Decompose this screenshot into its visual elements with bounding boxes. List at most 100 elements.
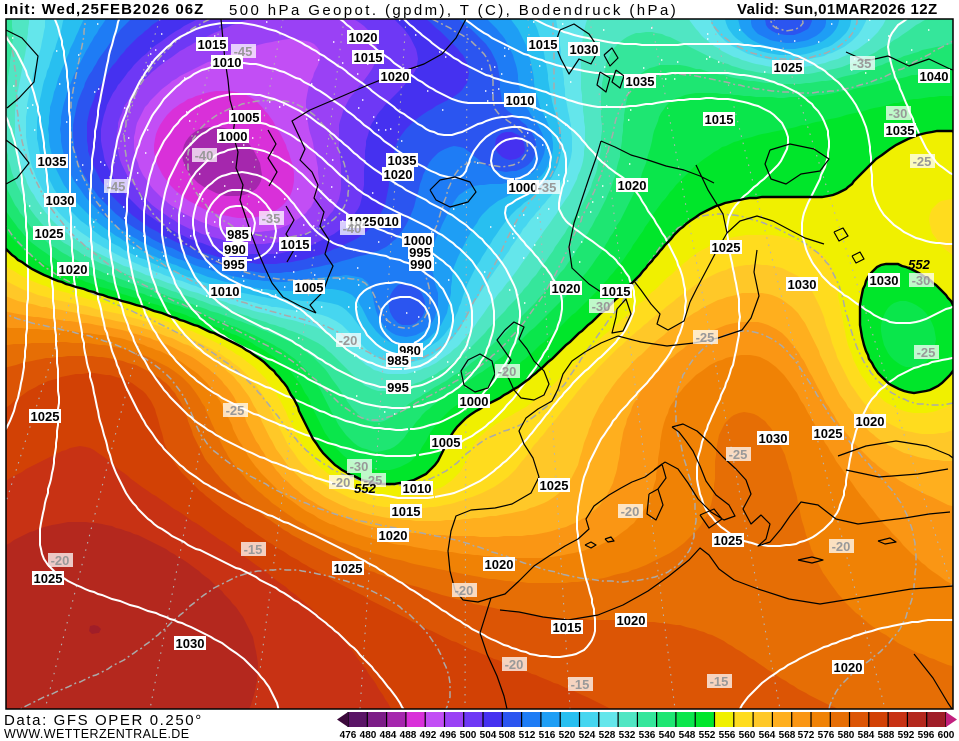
svg-text:480: 480 [360, 730, 377, 741]
svg-text:1030: 1030 [570, 42, 599, 57]
svg-text:1020: 1020 [384, 167, 413, 182]
svg-text:500 hPa Geopot. (gpdm), T (C),: 500 hPa Geopot. (gpdm), T (C), Bodendruc… [229, 2, 678, 19]
svg-text:-20: -20 [332, 475, 351, 490]
svg-text:1015: 1015 [281, 237, 310, 252]
svg-text:1030: 1030 [788, 277, 817, 292]
svg-text:010: 010 [377, 214, 399, 229]
svg-text:1020: 1020 [485, 557, 514, 572]
svg-text:1010: 1010 [403, 481, 432, 496]
svg-text:1015: 1015 [553, 620, 582, 635]
svg-text:576: 576 [818, 730, 835, 741]
svg-text:-20: -20 [498, 364, 517, 379]
svg-text:580: 580 [838, 730, 855, 741]
svg-text:1035: 1035 [626, 74, 655, 89]
svg-text:1035: 1035 [886, 123, 915, 138]
svg-text:990: 990 [224, 242, 246, 257]
svg-text:1025: 1025 [774, 60, 803, 75]
svg-text:995: 995 [387, 380, 409, 395]
svg-text:1030: 1030 [176, 636, 205, 651]
svg-text:-30: -30 [912, 273, 931, 288]
svg-text:540: 540 [659, 730, 676, 741]
svg-text:-20: -20 [51, 553, 70, 568]
svg-text:552: 552 [354, 481, 376, 496]
svg-text:-20: -20 [455, 583, 474, 598]
svg-text:1020: 1020 [379, 528, 408, 543]
svg-text:-20: -20 [339, 333, 358, 348]
svg-text:1025: 1025 [35, 226, 64, 241]
svg-text:-25: -25 [729, 447, 748, 462]
svg-text:-15: -15 [571, 677, 590, 692]
svg-text:548: 548 [679, 730, 696, 741]
svg-text:1020: 1020 [552, 281, 581, 296]
svg-text:1005: 1005 [432, 435, 461, 450]
svg-text:-15: -15 [710, 674, 729, 689]
svg-text:1015: 1015 [198, 37, 227, 52]
svg-text:-35: -35 [538, 180, 557, 195]
svg-text:552: 552 [699, 730, 716, 741]
svg-text:1020: 1020 [381, 69, 410, 84]
svg-text:488: 488 [400, 730, 417, 741]
svg-text:588: 588 [878, 730, 895, 741]
svg-text:1035: 1035 [388, 153, 417, 168]
svg-text:1025: 1025 [334, 561, 363, 576]
svg-text:1015: 1015 [529, 37, 558, 52]
svg-text:512: 512 [519, 730, 536, 741]
svg-text:528: 528 [599, 730, 616, 741]
svg-text:1020: 1020 [349, 30, 378, 45]
svg-text:Data: GFS OPER 0.250°: Data: GFS OPER 0.250° [4, 712, 203, 729]
svg-text:484: 484 [380, 730, 397, 741]
svg-text:1010: 1010 [211, 284, 240, 299]
svg-text:552: 552 [908, 257, 930, 272]
svg-text:536: 536 [639, 730, 656, 741]
svg-text:-30: -30 [592, 299, 611, 314]
svg-text:476: 476 [340, 730, 357, 741]
svg-text:524: 524 [579, 730, 596, 741]
svg-text:1030: 1030 [870, 273, 899, 288]
svg-text:600: 600 [938, 730, 955, 741]
svg-text:-30: -30 [889, 106, 908, 121]
svg-text:-30: -30 [350, 459, 369, 474]
svg-text:592: 592 [898, 730, 915, 741]
svg-text:-20: -20 [832, 539, 851, 554]
svg-text:-35: -35 [262, 211, 281, 226]
svg-text:1030: 1030 [46, 193, 75, 208]
svg-text:-35: -35 [853, 56, 872, 71]
svg-text:1025: 1025 [31, 409, 60, 424]
svg-text:1025: 1025 [814, 426, 843, 441]
svg-text:-25: -25 [913, 154, 932, 169]
svg-text:1000: 1000 [460, 394, 489, 409]
svg-text:568: 568 [779, 730, 796, 741]
svg-text:1040: 1040 [920, 69, 949, 84]
svg-text:995: 995 [223, 257, 245, 272]
svg-text:985: 985 [387, 353, 409, 368]
svg-text:-25: -25 [364, 473, 383, 488]
svg-text:1020: 1020 [617, 613, 646, 628]
svg-text:584: 584 [858, 730, 875, 741]
svg-text:560: 560 [739, 730, 756, 741]
svg-text:516: 516 [539, 730, 556, 741]
svg-text:-15: -15 [244, 542, 263, 557]
svg-text:1000: 1000 [509, 180, 538, 195]
svg-text:-25: -25 [696, 330, 715, 345]
svg-text:-20: -20 [505, 657, 524, 672]
svg-text:1025: 1025 [34, 571, 63, 586]
svg-text:-25: -25 [917, 345, 936, 360]
svg-text:1020: 1020 [834, 660, 863, 675]
svg-text:WWW.WETTERZENTRALE.DE: WWW.WETTERZENTRALE.DE [4, 727, 189, 741]
svg-text:990: 990 [410, 257, 432, 272]
svg-text:-25: -25 [226, 403, 245, 418]
svg-text:1015: 1015 [392, 504, 421, 519]
svg-text:504: 504 [480, 730, 497, 741]
svg-text:564: 564 [759, 730, 776, 741]
svg-text:985: 985 [227, 227, 249, 242]
svg-text:492: 492 [420, 730, 437, 741]
svg-text:1020: 1020 [59, 262, 88, 277]
svg-text:1020: 1020 [856, 414, 885, 429]
svg-text:508: 508 [499, 730, 516, 741]
svg-text:520: 520 [559, 730, 576, 741]
svg-text:1020: 1020 [618, 178, 647, 193]
svg-text:-40: -40 [195, 148, 214, 163]
svg-text:1025: 1025 [540, 478, 569, 493]
svg-text:500: 500 [460, 730, 477, 741]
svg-text:1015: 1015 [602, 284, 631, 299]
